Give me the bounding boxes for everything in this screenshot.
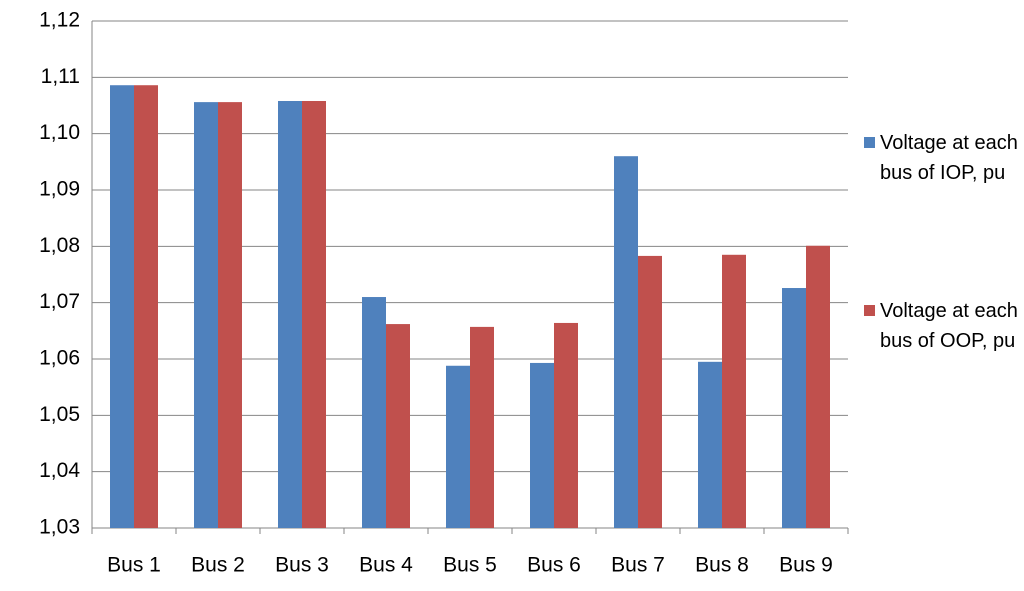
bar (554, 322, 578, 528)
x-tick-label: Bus 1 (107, 554, 161, 577)
x-tick-label: Bus 4 (359, 554, 413, 577)
x-tick-label: Bus 2 (191, 554, 245, 577)
y-tick-label: 1,09 (39, 178, 80, 201)
y-tick-label: 1,03 (39, 516, 80, 539)
bar (638, 255, 662, 528)
x-tick-label: Bus 6 (527, 554, 581, 577)
bar (110, 85, 134, 528)
bar (218, 102, 242, 529)
legend-entry: Voltage at each bus of OOP, pu (864, 296, 1020, 356)
bar (362, 297, 386, 528)
y-tick-label: 1,11 (41, 65, 80, 88)
y-tick-label: 1,10 (39, 121, 80, 144)
x-tick-label: Bus 8 (695, 554, 749, 577)
bar (614, 156, 638, 528)
bar (806, 245, 830, 528)
legend-swatch (864, 305, 875, 316)
x-tick-label: Bus 7 (611, 554, 665, 577)
y-tick-label: 1,04 (39, 459, 80, 482)
y-tick-label: 1,05 (39, 403, 80, 426)
bar (194, 102, 218, 529)
bar (698, 361, 722, 528)
bar (446, 365, 470, 528)
bar (530, 362, 554, 528)
bar (386, 324, 410, 528)
bar (782, 288, 806, 528)
x-tick-label: Bus 9 (779, 554, 833, 577)
bar (302, 100, 326, 528)
bar (470, 326, 494, 528)
x-tick-label: Bus 5 (443, 554, 497, 577)
legend-entry: Voltage at each bus of IOP, pu (864, 128, 1020, 188)
y-tick-label: 1,06 (39, 347, 80, 370)
legend-swatch (864, 137, 875, 148)
legend-label: Voltage at each bus of IOP, pu (880, 132, 1018, 184)
legend-label: Voltage at each bus of OOP, pu (880, 300, 1018, 352)
bar (134, 85, 158, 528)
bar (278, 100, 302, 528)
y-tick-label: 1,07 (39, 290, 80, 313)
y-tick-label: 1,08 (39, 234, 80, 257)
x-tick-label: Bus 3 (275, 554, 329, 577)
bar (722, 254, 746, 529)
y-tick-label: 1,12 (39, 9, 80, 32)
